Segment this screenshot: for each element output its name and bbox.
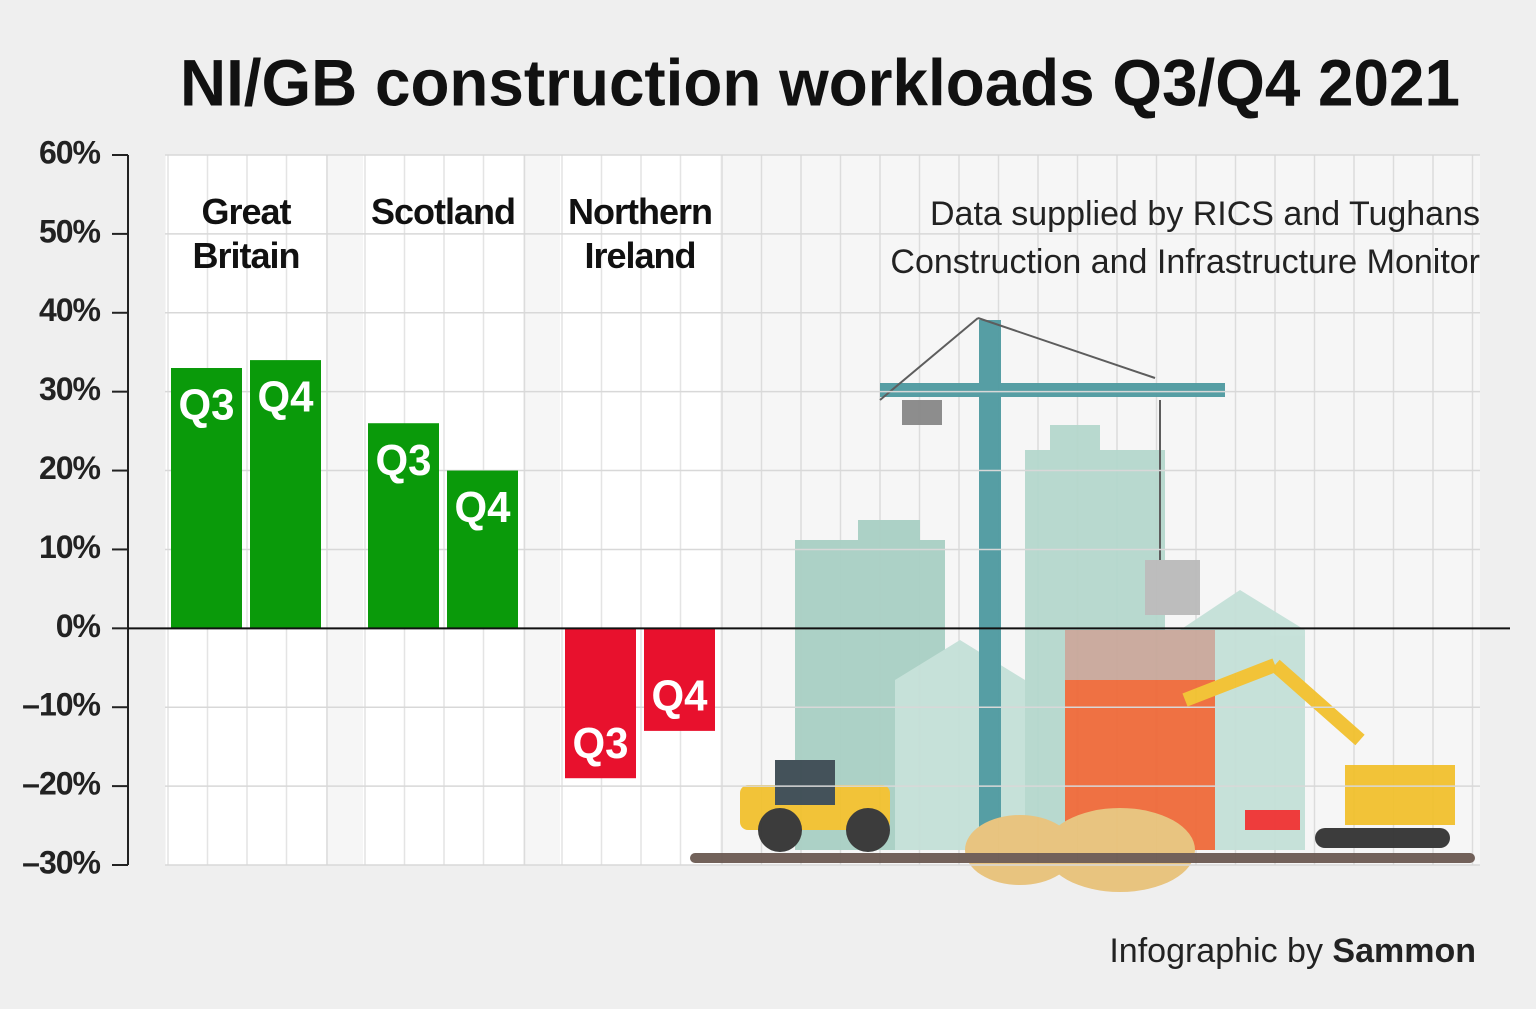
bar xyxy=(368,423,439,629)
bar xyxy=(644,628,715,731)
bar-label: Q4 xyxy=(652,672,708,721)
category-label: Great Britain xyxy=(192,191,300,276)
credit-text: Infographic by xyxy=(1109,932,1323,970)
bar xyxy=(250,360,321,629)
category-label: Northern Ireland xyxy=(568,191,713,276)
bar-label: Q4 xyxy=(455,483,511,532)
bar xyxy=(447,470,518,629)
bar xyxy=(171,368,242,629)
bar-label: Q4 xyxy=(258,373,314,422)
y-tick-label: –10% xyxy=(22,687,100,723)
illustration xyxy=(690,317,1475,892)
chart-title: NI/GB construction workloads Q3/Q4 2021 xyxy=(180,45,1460,119)
bar-label: Q3 xyxy=(376,436,432,485)
y-tick-label: 0% xyxy=(56,608,101,644)
y-tick-label: 10% xyxy=(39,529,101,565)
y-tick-label: –20% xyxy=(22,766,100,802)
y-tick-label: 60% xyxy=(39,134,101,170)
bar xyxy=(565,628,636,779)
credit-name: Sammon xyxy=(1332,932,1476,970)
y-tick-label: 20% xyxy=(39,450,101,486)
category-label: Scotland xyxy=(370,191,516,232)
y-tick-label: 30% xyxy=(39,371,101,407)
panels xyxy=(166,155,720,865)
bar-label: Q3 xyxy=(573,719,629,768)
credit: Infographic by Sammon xyxy=(1109,932,1476,971)
source-note: Data supplied by RICS and Tughans Constr… xyxy=(890,195,1480,281)
y-tick-label: 50% xyxy=(39,213,101,249)
y-tick-label: –30% xyxy=(22,844,100,880)
y-tick-label: 40% xyxy=(39,292,101,328)
bar-label: Q3 xyxy=(179,381,235,430)
